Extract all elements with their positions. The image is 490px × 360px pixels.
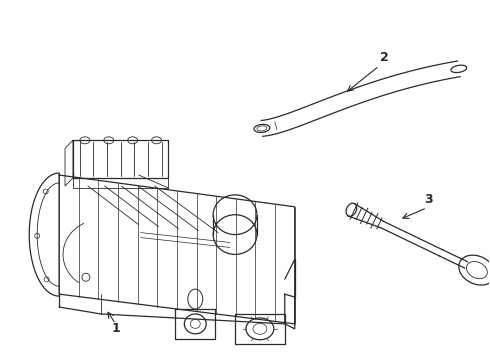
Text: 3: 3 <box>425 193 433 206</box>
Text: 1: 1 <box>111 322 120 336</box>
Text: 2: 2 <box>380 51 389 64</box>
